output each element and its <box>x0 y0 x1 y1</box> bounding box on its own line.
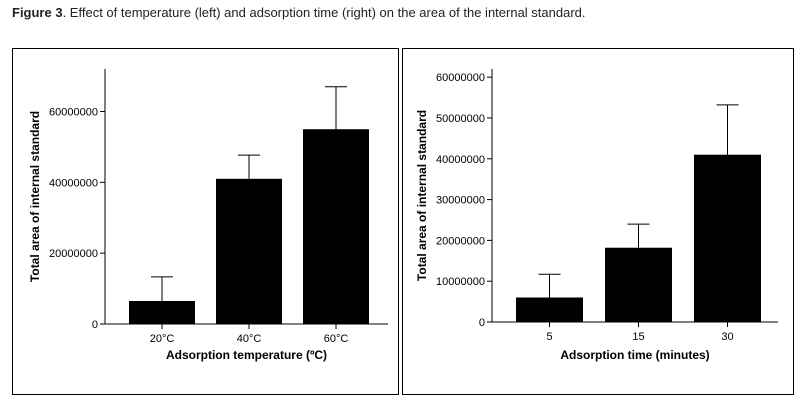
y-tick-label: 20000000 <box>436 235 485 247</box>
x-tick-label: 5 <box>546 331 552 343</box>
bar <box>605 247 672 322</box>
x-tick-label: 30 <box>721 331 733 343</box>
y-tick-label: 40000000 <box>436 154 485 166</box>
y-tick-label: 60000000 <box>49 107 98 119</box>
bar <box>303 129 369 324</box>
y-axis-title: Total area of internal standard <box>415 110 429 281</box>
y-tick-label: 60000000 <box>436 72 485 84</box>
y-axis-title: Total area of internal standard <box>28 111 42 282</box>
y-tick-label: 10000000 <box>436 276 485 288</box>
y-tick-label: 20000000 <box>49 248 98 260</box>
figure-label: Figure 3 <box>12 5 63 20</box>
chart-panel-time: 0 10000000 20000000 30000000 40000000 5000000… <box>402 48 794 395</box>
x-axis-title: Adsorption temperature (ºC) <box>166 348 327 362</box>
y-tick-label: 0 <box>92 319 98 331</box>
bar <box>516 297 583 322</box>
figure-caption: Figure 3. Effect of temperature (left) a… <box>12 5 586 20</box>
x-tick-label: 40°C <box>237 333 262 345</box>
x-tick-label: 60°C <box>324 333 349 345</box>
x-axis-title: Adsorption time (minutes) <box>560 348 709 362</box>
chart-panel-temperature: 0 20000000 40000000 60000000 20°C 40°C 60°C Ads… <box>12 48 399 395</box>
chart-temperature: 0 20000000 40000000 60000000 20°C 40°C 60°C Ads… <box>28 69 388 362</box>
chart-time: 0 10000000 20000000 30000000 40000000 5000000… <box>415 69 778 362</box>
x-tick-label: 20°C <box>150 333 175 345</box>
bar <box>694 154 761 322</box>
y-tick-label: 40000000 <box>49 177 98 189</box>
bar <box>129 300 195 324</box>
y-tick-label: 30000000 <box>436 195 485 207</box>
figure-caption-text: . Effect of temperature (left) and adsor… <box>62 5 586 20</box>
bar <box>216 178 282 324</box>
y-tick-label: 0 <box>479 317 485 329</box>
y-tick-label: 50000000 <box>436 113 485 125</box>
x-tick-label: 15 <box>632 331 644 343</box>
